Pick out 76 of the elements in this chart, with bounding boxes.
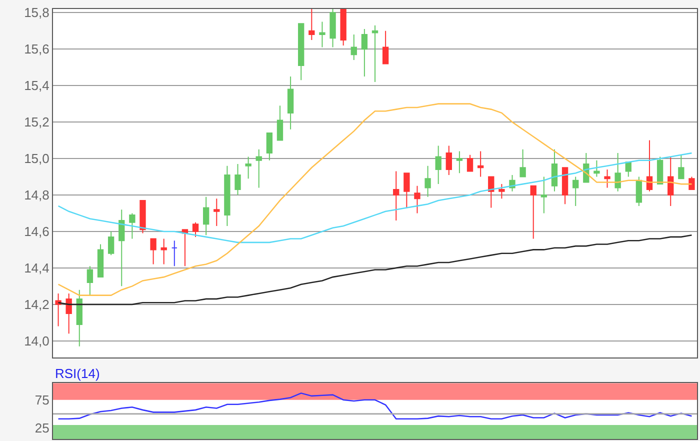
y-tick-label: 14,8 [24, 188, 50, 203]
candlestick [604, 168, 610, 188]
candlestick [245, 156, 252, 180]
candlestick [76, 289, 82, 347]
candlestick [625, 162, 632, 178]
candlestick [108, 230, 114, 256]
candlestick [150, 238, 156, 265]
candlestick [118, 209, 125, 287]
candlestick [646, 140, 653, 192]
candlestick [192, 222, 199, 238]
line-series [58, 103, 692, 296]
candlestick [572, 176, 579, 206]
candlestick [636, 176, 642, 206]
candlestick [668, 156, 674, 206]
line-series [58, 152, 692, 244]
candlestick [656, 156, 664, 185]
y-tick-label: 15,8 [24, 5, 50, 20]
candlestick [551, 148, 558, 192]
y-tick-label: 14,2 [24, 296, 50, 312]
candlestick [234, 164, 241, 196]
candlestick [350, 34, 357, 61]
y-tick-label: 15,6 [24, 42, 50, 57]
candlestick [456, 150, 463, 174]
candlestick [129, 212, 136, 240]
candlestick [66, 292, 72, 334]
candlestick [382, 30, 389, 64]
candlestick [182, 229, 188, 267]
candlestick [266, 132, 273, 161]
candlestick [678, 154, 684, 180]
candlestick [688, 176, 695, 190]
candlestick [298, 23, 304, 81]
candlestick [308, 9, 315, 40]
candlestick [160, 238, 167, 265]
y-tick-label: 14,4 [24, 260, 50, 276]
candlestick [540, 176, 547, 214]
candlestick [488, 176, 494, 208]
candlestick [424, 165, 431, 198]
candlestick [435, 145, 442, 185]
candlestick [614, 152, 621, 192]
y-tick-label: 15,0 [24, 151, 50, 166]
candlestick [203, 196, 210, 236]
line-series [58, 234, 692, 306]
y-tick-label: 14,0 [24, 333, 50, 348]
candlestick [414, 185, 420, 214]
candlestick [340, 9, 346, 46]
candlestick [55, 292, 62, 327]
candlestick [319, 21, 326, 48]
y-tick-label: 15,4 [24, 78, 50, 94]
y-tick-label: 75 [34, 392, 50, 408]
candlestick [224, 165, 230, 226]
y-tick-label: 14,6 [24, 224, 50, 240]
candlestick [171, 240, 178, 267]
candlestick [330, 9, 336, 48]
candlestick [562, 167, 568, 205]
candlestick [498, 184, 505, 200]
candlestick [97, 244, 104, 278]
candlestick [372, 24, 378, 82]
candlestick [466, 154, 474, 172]
y-tick-label: 25 [34, 420, 50, 436]
candlestick [404, 172, 410, 208]
candlestick [214, 198, 220, 226]
candlestick [446, 145, 452, 176]
line-series [58, 392, 692, 420]
candlestick [287, 76, 294, 130]
candlestick [594, 160, 600, 178]
candlestick [393, 170, 400, 222]
y-tick-label: 15,2 [24, 114, 50, 130]
candlestick [520, 148, 526, 178]
candlestick [477, 150, 484, 178]
candlestick [256, 148, 262, 188]
candlestick [530, 185, 536, 240]
candlestick [86, 266, 94, 296]
candlestick [276, 105, 284, 141]
candlestick [361, 28, 368, 77]
candlestick [140, 200, 146, 234]
chart-title: RSI(14) [55, 366, 100, 381]
